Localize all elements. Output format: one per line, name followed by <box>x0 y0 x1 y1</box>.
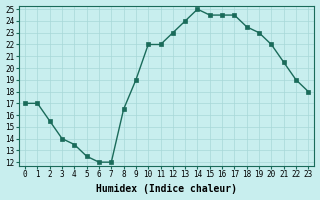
X-axis label: Humidex (Indice chaleur): Humidex (Indice chaleur) <box>96 184 237 194</box>
